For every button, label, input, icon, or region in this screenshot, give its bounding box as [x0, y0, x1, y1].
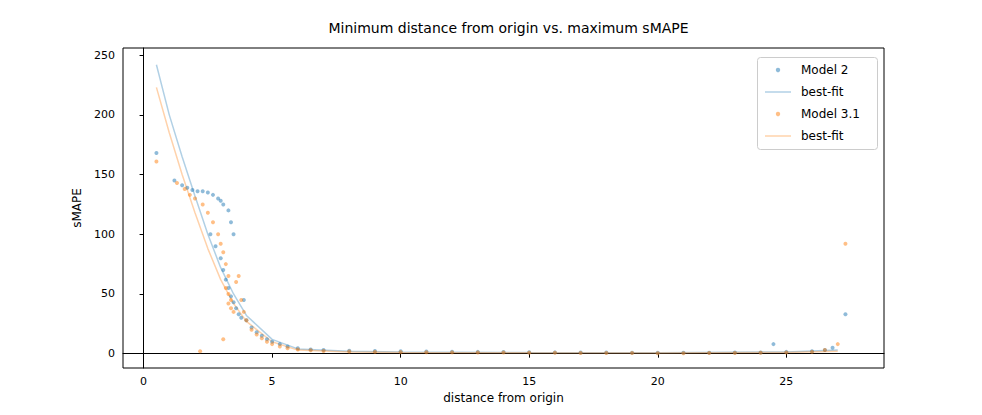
svg-text:10: 10: [394, 375, 408, 388]
svg-text:sMAPE: sMAPE: [70, 188, 84, 228]
svg-text:100: 100: [94, 228, 115, 241]
svg-text:20: 20: [651, 375, 665, 388]
svg-text:150: 150: [94, 168, 115, 181]
svg-text:Minimum distance from origin v: Minimum distance from origin vs. maximum…: [328, 20, 688, 36]
svg-text:best-fit: best-fit: [801, 129, 844, 143]
svg-text:best-fit: best-fit: [801, 85, 844, 99]
svg-text:25: 25: [779, 375, 793, 388]
svg-text:Model 3.1: Model 3.1: [801, 107, 860, 121]
svg-text:Model 2: Model 2: [801, 63, 848, 77]
svg-text:0: 0: [108, 347, 115, 360]
svg-text:5: 5: [269, 375, 276, 388]
svg-text:50: 50: [101, 287, 115, 300]
svg-text:0: 0: [140, 375, 147, 388]
svg-text:distance from origin: distance from origin: [443, 391, 564, 405]
svg-text:15: 15: [522, 375, 536, 388]
svg-text:250: 250: [94, 49, 115, 62]
svg-text:200: 200: [94, 108, 115, 121]
